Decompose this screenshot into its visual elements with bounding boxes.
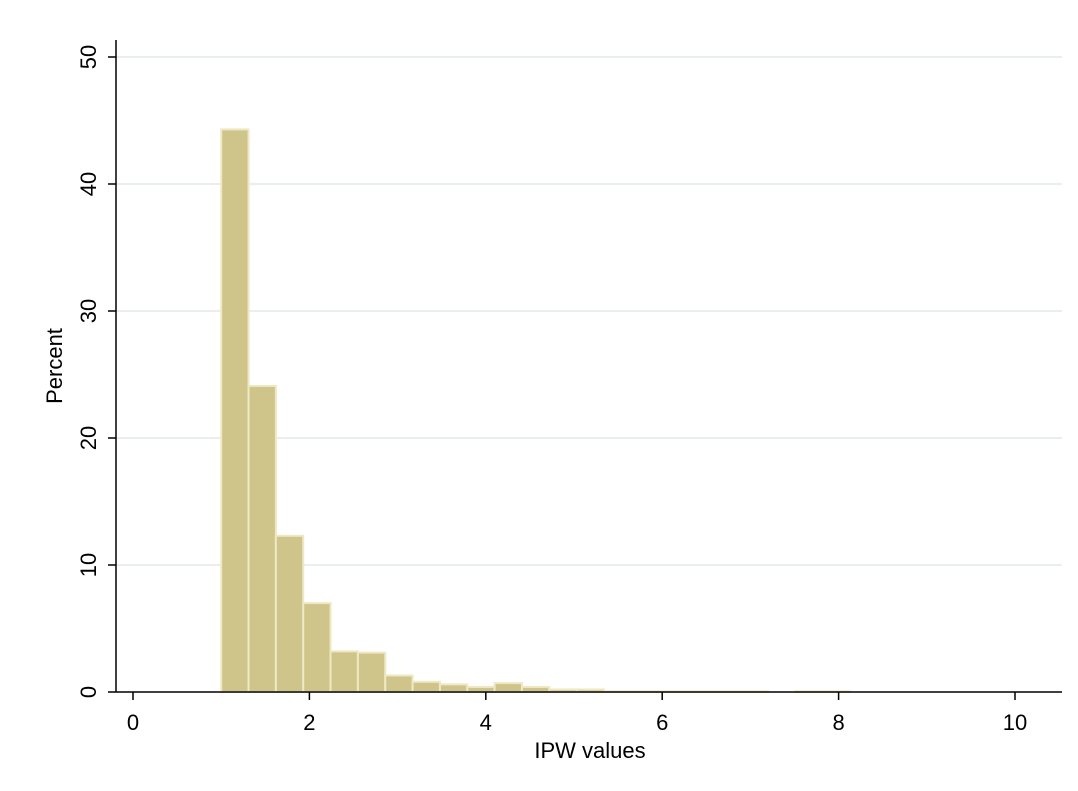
x-tick-label-2: 2: [303, 710, 315, 735]
x-tick-label-0: 0: [127, 710, 139, 735]
x-axis-title: IPW values: [534, 738, 645, 763]
histogram-bar-7: [411, 680, 441, 694]
histogram-bar-11: [520, 685, 551, 693]
y-tick-label-0: 0: [76, 686, 101, 698]
y-tick-label-40: 40: [76, 172, 101, 196]
histogram-bar-8: [438, 683, 469, 694]
histogram-bar-1: [247, 384, 277, 693]
histogram-bar-0: [220, 128, 250, 693]
y-axis-title: Percent: [42, 328, 67, 404]
y-tick-label-20: 20: [76, 426, 101, 450]
x-tick-label-8: 8: [832, 710, 844, 735]
axes: [115, 40, 1062, 693]
histogram-bar-6: [384, 674, 414, 693]
histogram-bar-4: [329, 650, 359, 693]
histogram-bar-2: [274, 534, 305, 693]
histogram-bar-9: [466, 685, 496, 693]
ticks: 0 10 20 30 40 50 0 2 4 6 8 10: [76, 45, 1027, 735]
y-tick-label-10: 10: [76, 553, 101, 577]
histogram-bar-3: [302, 602, 332, 693]
x-tick-label-10: 10: [1003, 710, 1027, 735]
histogram-bar-10: [493, 682, 523, 693]
histogram-bar-5: [356, 651, 387, 694]
x-tick-label-4: 4: [480, 710, 492, 735]
y-tick-label-50: 50: [76, 45, 101, 69]
x-tick-label-6: 6: [656, 710, 668, 735]
y-tick-label-30: 30: [76, 299, 101, 323]
